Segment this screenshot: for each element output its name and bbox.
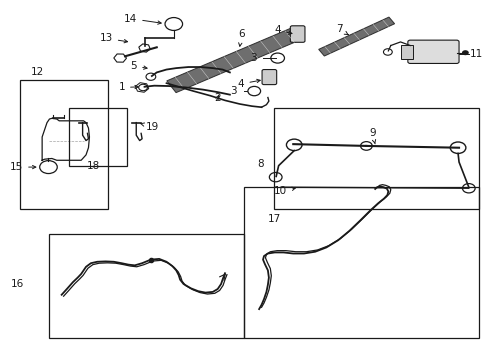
Text: 4: 4 [237,79,260,89]
Text: 2: 2 [214,93,221,103]
Text: 1: 1 [118,82,138,93]
FancyBboxPatch shape [290,26,305,42]
Text: 12: 12 [31,67,44,77]
Text: 13: 13 [100,33,127,43]
Bar [273,108,478,209]
Text: 6: 6 [238,30,244,46]
Text: 3: 3 [249,53,256,63]
Bar [20,80,108,209]
Text: 17: 17 [267,214,281,224]
Text: 9: 9 [368,129,375,144]
Text: 18: 18 [86,161,100,171]
Circle shape [461,50,468,55]
Text: 14: 14 [124,14,161,24]
Bar [49,234,244,338]
Text: 19: 19 [140,122,159,132]
Text: 5: 5 [130,61,147,71]
Text: 4: 4 [274,25,291,35]
Text: 15: 15 [10,162,36,172]
Text: 8: 8 [257,159,264,169]
Polygon shape [318,17,394,56]
Bar [244,187,478,338]
FancyBboxPatch shape [262,69,276,85]
FancyBboxPatch shape [407,40,458,63]
Text: 16: 16 [11,279,24,289]
Text: 10: 10 [274,186,295,197]
Text: 11: 11 [469,49,483,59]
Text: 3: 3 [230,86,237,96]
Bar [400,45,412,59]
Polygon shape [166,27,302,93]
Bar [69,108,127,166]
Text: 7: 7 [336,24,347,35]
